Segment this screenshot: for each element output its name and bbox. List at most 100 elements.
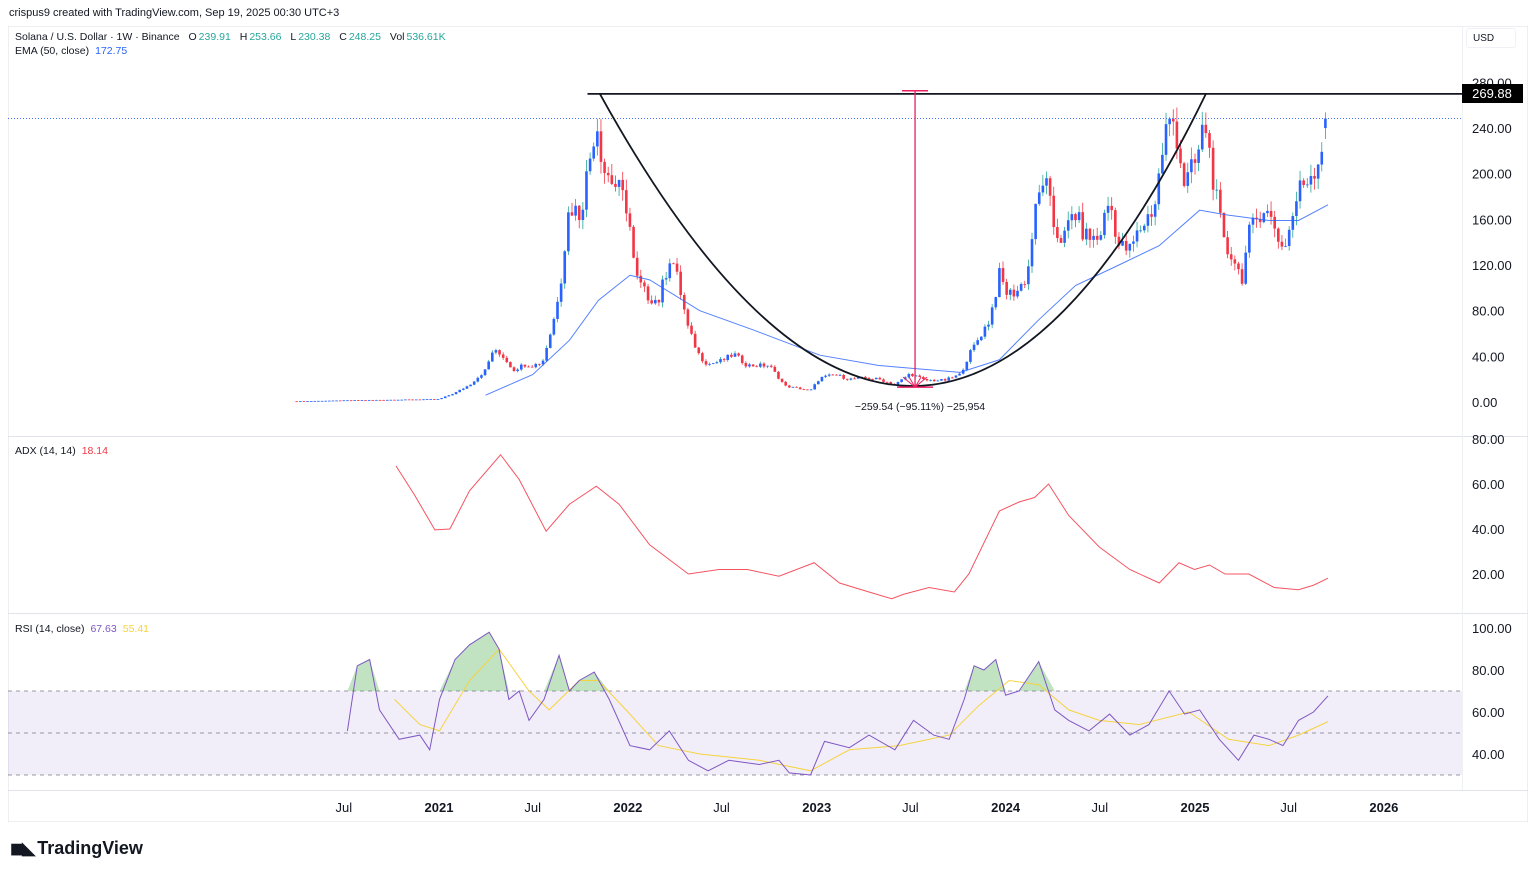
high-label: H (239, 31, 248, 43)
candle-body (621, 179, 624, 191)
candle-body (929, 379, 932, 381)
rsi-legend[interactable]: RSI (14, close) 67.63 55.41 (15, 623, 151, 635)
candle-body (965, 361, 969, 370)
candle-body (327, 400, 331, 402)
price-tick-label: 80.00 (1472, 304, 1505, 319)
candle-body (675, 263, 679, 272)
candle-body (581, 209, 585, 221)
rsi-overbought-fill (347, 632, 1328, 691)
volume-label: Vol (389, 31, 405, 43)
candle-body (711, 363, 715, 365)
candle-body (922, 376, 925, 380)
adx-legend[interactable]: ADX (14, 14) 18.14 (15, 445, 110, 457)
candle-body (657, 299, 661, 303)
candle-body (755, 366, 759, 368)
candle-body (701, 353, 704, 362)
candle-body (784, 381, 787, 386)
open-value: 239.91 (198, 31, 231, 43)
candle-body (534, 363, 538, 368)
measure-arrow-icon (908, 376, 916, 388)
candle-body (795, 386, 798, 388)
candle-body (577, 205, 581, 221)
candle-body (342, 400, 346, 402)
candle-body (585, 171, 588, 210)
candle-body (1157, 173, 1161, 205)
ema-line (485, 204, 1329, 396)
candle-body (1211, 147, 1215, 190)
candle-body (1222, 212, 1226, 238)
tradingview-logo[interactable]: ◼◣ TradingView (10, 838, 143, 859)
candle-body (853, 378, 856, 380)
candle-body (809, 389, 813, 391)
candle-body (548, 334, 552, 348)
candle-body (646, 286, 650, 301)
tradingview-logo-icon: ◼◣ (10, 838, 35, 858)
candle-body (911, 374, 914, 377)
ema-legend[interactable]: EMA (50, close) 172.75 (15, 45, 129, 57)
candle-body (976, 340, 979, 345)
candle-body (1128, 243, 1132, 251)
candle-body (827, 374, 831, 376)
candle-body (418, 399, 422, 401)
adx-tick-label: 60.00 (1472, 477, 1505, 492)
last-price-label: 269.88 (1462, 84, 1523, 103)
candle-body (382, 399, 385, 401)
candle-body (523, 364, 527, 367)
candle-body (1295, 201, 1298, 217)
symbol-title[interactable]: Solana / U.S. Dollar · 1W · Binance (15, 31, 180, 43)
candle-body (519, 364, 523, 370)
candle-body (1182, 163, 1186, 186)
cup-curve (599, 93, 1207, 387)
candle-body (983, 326, 987, 337)
candle-body (1045, 178, 1048, 186)
candle-body (1012, 289, 1016, 297)
candle-body (1008, 289, 1012, 295)
candle-body (1266, 210, 1269, 214)
candle-body (617, 179, 621, 187)
candle-body (936, 380, 940, 382)
price-tick-label: 0.00 (1472, 395, 1497, 410)
candle-body (458, 389, 461, 393)
candle-body (1244, 252, 1248, 284)
candle-body (498, 350, 501, 355)
price-tick-label: 200.00 (1472, 167, 1512, 182)
candle-body (443, 396, 447, 399)
rsi-tick-label: 80.00 (1472, 663, 1505, 678)
candle-body (1034, 203, 1037, 240)
rsi-pane (8, 631, 1462, 776)
adx-value: 18.14 (81, 445, 108, 457)
candle-body (690, 325, 693, 334)
candle-body (599, 131, 603, 162)
candle-body (353, 400, 356, 401)
candle-body (751, 364, 755, 367)
candle-body (371, 400, 375, 401)
candle-body (835, 374, 838, 376)
candle-body (748, 364, 751, 367)
candle-body (653, 299, 657, 304)
candle-body (1161, 154, 1164, 174)
price-tick-label: 240.00 (1472, 121, 1512, 136)
candle-body (969, 350, 972, 362)
candle-body (1135, 230, 1139, 242)
candle-body (1117, 236, 1121, 246)
open-label: O (188, 31, 197, 43)
candle-body (563, 251, 567, 284)
candle-body (672, 263, 675, 265)
candle-body (1251, 217, 1255, 225)
candle-body (831, 374, 835, 376)
candle-body (349, 400, 353, 402)
candle-body (1099, 235, 1103, 240)
rsi-tick-label: 60.00 (1472, 705, 1505, 720)
candle-body (940, 379, 943, 381)
candle-body (1052, 195, 1056, 228)
price-pane (8, 90, 1462, 403)
price-tick-label: 160.00 (1472, 212, 1512, 227)
currency-button[interactable]: USD (1466, 28, 1516, 48)
candle-body (338, 400, 342, 402)
candle-body (378, 399, 382, 401)
candle-body (650, 300, 653, 304)
candle-body (469, 384, 472, 387)
candle-body (708, 363, 711, 365)
candle-body (1124, 240, 1128, 251)
